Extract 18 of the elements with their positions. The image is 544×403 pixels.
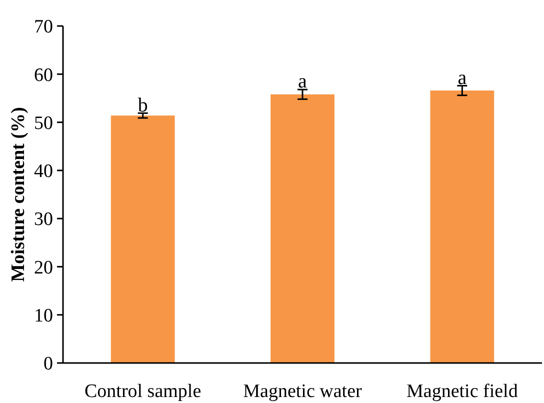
y-tick-label: 50: [34, 112, 53, 134]
bar: [270, 94, 334, 363]
annotation: b: [138, 94, 148, 117]
y-tick-label: 40: [34, 161, 53, 182]
y-tick-label: 20: [34, 257, 53, 278]
x-tick-label: Control sample: [84, 381, 202, 402]
y-tick-label: 70: [34, 16, 53, 38]
y-tick-label: 0: [44, 354, 53, 375]
annotation: a: [298, 70, 308, 93]
y-tick-label: 60: [34, 64, 53, 86]
annotation: a: [458, 66, 467, 89]
y-axis-title: Moisture content (%): [8, 107, 29, 282]
y-tick-label: 30: [34, 209, 53, 230]
x-tick-label: Magnetic field: [406, 381, 518, 402]
bar: [430, 90, 494, 363]
x-tick-label: Magnetic water: [243, 381, 363, 402]
y-tick-label: 10: [34, 306, 53, 327]
bar: [110, 116, 175, 363]
